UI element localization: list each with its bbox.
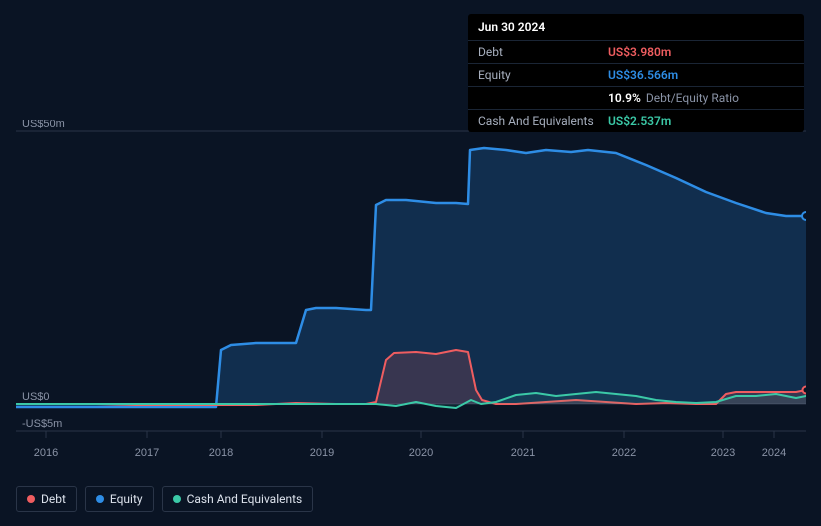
chart-legend: Debt Equity Cash And Equivalents (16, 486, 313, 512)
svg-text:US$0: US$0 (22, 391, 50, 403)
legend-item-cash[interactable]: Cash And Equivalents (162, 486, 314, 512)
tooltip-row-ratio: 10.9% Debt/Equity Ratio (468, 86, 804, 109)
chart-svg: US$0 US$50m -US$5m 2016 2017 2018 2019 2020 2021… (16, 120, 806, 470)
legend-dot (27, 495, 35, 503)
svg-text:2023: 2023 (711, 447, 735, 459)
tooltip-value: US$36.566m (608, 68, 678, 82)
legend-label: Debt (41, 492, 66, 506)
svg-text:2020: 2020 (409, 447, 433, 459)
tooltip-date: Jun 30 2024 (468, 14, 804, 40)
chart-tooltip: Jun 30 2024 Debt US$3.980m Equity US$36.… (468, 14, 804, 132)
legend-label: Equity (110, 492, 143, 506)
svg-text:2024: 2024 (762, 447, 786, 459)
legend-item-debt[interactable]: Debt (16, 486, 77, 512)
svg-text:2016: 2016 (34, 447, 58, 459)
svg-text:US$50m: US$50m (22, 120, 65, 130)
legend-dot (96, 495, 104, 503)
svg-text:2018: 2018 (209, 447, 233, 459)
legend-item-equity[interactable]: Equity (85, 486, 154, 512)
tooltip-label: Equity (478, 68, 608, 82)
tooltip-row-equity: Equity US$36.566m (468, 63, 804, 86)
tooltip-suffix: Debt/Equity Ratio (646, 91, 739, 105)
tooltip-row-debt: Debt US$3.980m (468, 40, 804, 63)
tooltip-label: Debt (478, 45, 608, 59)
svg-text:2022: 2022 (612, 447, 636, 459)
svg-text:2021: 2021 (511, 447, 535, 459)
legend-dot (173, 495, 181, 503)
svg-text:2019: 2019 (310, 447, 334, 459)
legend-label: Cash And Equivalents (187, 492, 303, 506)
tooltip-row-cash: Cash And Equivalents US$2.537m (468, 109, 804, 132)
tooltip-value: US$3.980m (608, 45, 671, 59)
tooltip-value: 10.9% (608, 91, 641, 105)
tooltip-value: US$2.537m (608, 114, 671, 128)
tooltip-label (478, 91, 608, 105)
financial-chart[interactable]: US$0US$50m-US$5m201620172018201920202021… (16, 120, 806, 442)
svg-text:2017: 2017 (135, 447, 159, 459)
svg-text:-US$5m: -US$5m (22, 418, 62, 430)
tooltip-label: Cash And Equivalents (478, 114, 608, 128)
